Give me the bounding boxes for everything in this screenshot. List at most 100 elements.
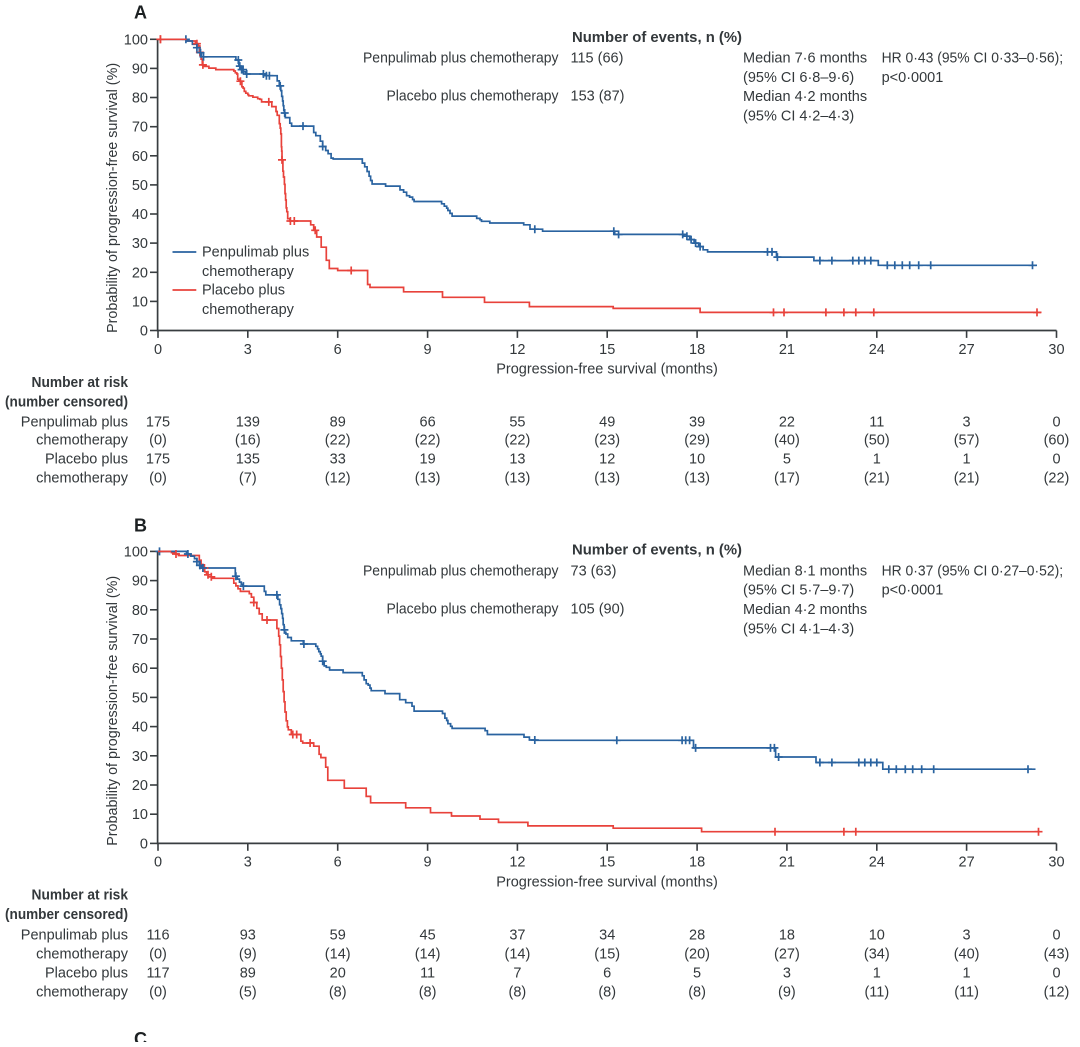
svg-text:Number of events, n (%): Number of events, n (%): [572, 543, 742, 559]
svg-text:60: 60: [132, 661, 148, 677]
svg-text:9: 9: [424, 855, 432, 871]
svg-text:chemotherapy: chemotherapy: [36, 946, 129, 962]
svg-text:(22): (22): [325, 433, 351, 449]
svg-text:12: 12: [509, 342, 525, 358]
svg-text:45: 45: [420, 927, 436, 943]
svg-text:5: 5: [783, 451, 791, 467]
svg-text:Progression-free survival (mon: Progression-free survival (months): [496, 362, 718, 378]
svg-text:(14): (14): [325, 946, 351, 962]
svg-text:12: 12: [509, 855, 525, 871]
svg-text:3: 3: [783, 965, 791, 981]
svg-text:117: 117: [146, 965, 169, 981]
svg-text:Probability of progression-fre: Probability of progression-free survival…: [105, 63, 121, 333]
svg-text:(8): (8): [419, 985, 437, 1001]
svg-text:89: 89: [240, 965, 256, 981]
svg-text:(23): (23): [594, 433, 620, 449]
svg-text:(20): (20): [684, 946, 710, 962]
svg-text:60: 60: [132, 149, 148, 165]
svg-text:0: 0: [140, 324, 148, 340]
svg-text:A: A: [134, 3, 147, 23]
svg-text:175: 175: [146, 451, 170, 467]
svg-text:59: 59: [330, 927, 346, 943]
svg-text:0: 0: [140, 836, 148, 852]
svg-text:Median 4·2 months: Median 4·2 months: [743, 89, 867, 105]
svg-text:24: 24: [869, 855, 885, 871]
svg-text:(60): (60): [1044, 433, 1070, 449]
svg-text:0: 0: [1052, 927, 1060, 943]
svg-text:(95% CI 6·8–9·6): (95% CI 6·8–9·6): [743, 70, 854, 86]
svg-text:(50): (50): [864, 433, 890, 449]
svg-text:27: 27: [959, 342, 975, 358]
svg-text:30: 30: [132, 236, 148, 252]
svg-text:175: 175: [146, 414, 170, 430]
svg-text:116: 116: [146, 927, 169, 943]
svg-text:(8): (8): [509, 985, 527, 1001]
svg-text:Number of events, n (%): Number of events, n (%): [572, 30, 742, 46]
svg-text:p<0·0001: p<0·0001: [882, 70, 944, 86]
svg-text:0: 0: [1052, 965, 1060, 981]
svg-text:18: 18: [689, 342, 705, 358]
svg-text:(21): (21): [864, 471, 890, 487]
svg-text:(0): (0): [149, 471, 167, 487]
svg-text:15: 15: [599, 855, 615, 871]
svg-text:Placebo plus: Placebo plus: [202, 283, 285, 299]
svg-text:Median 8·1 months: Median 8·1 months: [743, 563, 867, 579]
svg-text:(11): (11): [954, 985, 979, 1001]
svg-text:40: 40: [132, 720, 148, 736]
svg-text:105 (90): 105 (90): [571, 601, 625, 617]
svg-text:Penpulimab plus: Penpulimab plus: [202, 245, 309, 261]
svg-text:3: 3: [963, 927, 971, 943]
svg-text:90: 90: [132, 574, 148, 590]
svg-text:139: 139: [236, 414, 260, 430]
svg-text:(13): (13): [684, 471, 710, 487]
svg-text:115 (66): 115 (66): [571, 50, 624, 66]
svg-text:(57): (57): [954, 433, 980, 449]
svg-text:Number at risk: Number at risk: [32, 375, 129, 391]
svg-text:30: 30: [1048, 855, 1064, 871]
svg-text:93: 93: [240, 927, 256, 943]
svg-text:6: 6: [334, 342, 342, 358]
svg-text:22: 22: [779, 414, 795, 430]
svg-text:(95% CI 4·2–4·3): (95% CI 4·2–4·3): [743, 109, 854, 125]
svg-text:50: 50: [132, 178, 148, 194]
svg-text:20: 20: [132, 778, 148, 794]
svg-text:18: 18: [779, 927, 795, 943]
svg-text:3: 3: [244, 855, 252, 871]
svg-text:11: 11: [420, 965, 435, 981]
svg-text:chemotherapy: chemotherapy: [36, 433, 129, 449]
svg-text:1: 1: [873, 451, 881, 467]
svg-text:(12): (12): [1044, 985, 1070, 1001]
svg-text:Progression-free survival (mon: Progression-free survival (months): [496, 874, 718, 890]
svg-text:Number at risk: Number at risk: [32, 888, 129, 904]
svg-text:(9): (9): [239, 946, 257, 962]
svg-text:(11): (11): [864, 985, 889, 1001]
svg-text:(13): (13): [415, 471, 441, 487]
svg-text:10: 10: [132, 807, 148, 823]
svg-text:chemotherapy: chemotherapy: [36, 985, 129, 1001]
svg-text:80: 80: [132, 91, 148, 107]
svg-text:0: 0: [1052, 451, 1060, 467]
svg-text:49: 49: [599, 414, 615, 430]
svg-text:153 (87): 153 (87): [571, 88, 625, 104]
svg-text:1: 1: [873, 965, 881, 981]
svg-text:(number censored): (number censored): [5, 907, 128, 923]
svg-text:28: 28: [689, 927, 705, 943]
svg-text:1: 1: [963, 965, 971, 981]
svg-text:15: 15: [599, 342, 615, 358]
svg-text:34: 34: [599, 927, 615, 943]
svg-text:66: 66: [420, 414, 436, 430]
svg-text:Penpulimab plus: Penpulimab plus: [21, 927, 128, 943]
svg-text:7: 7: [513, 965, 521, 981]
svg-text:100: 100: [124, 32, 148, 48]
svg-text:30: 30: [132, 749, 148, 765]
svg-text:(13): (13): [594, 471, 620, 487]
svg-text:(14): (14): [415, 946, 441, 962]
svg-text:(8): (8): [598, 985, 616, 1001]
svg-text:(0): (0): [149, 985, 167, 1001]
svg-text:Placebo plus chemotherapy: Placebo plus chemotherapy: [387, 601, 560, 617]
svg-text:(22): (22): [505, 433, 531, 449]
svg-text:chemotherapy: chemotherapy: [202, 302, 295, 318]
svg-text:Placebo plus: Placebo plus: [45, 451, 128, 467]
svg-text:50: 50: [132, 690, 148, 706]
svg-text:10: 10: [689, 451, 705, 467]
